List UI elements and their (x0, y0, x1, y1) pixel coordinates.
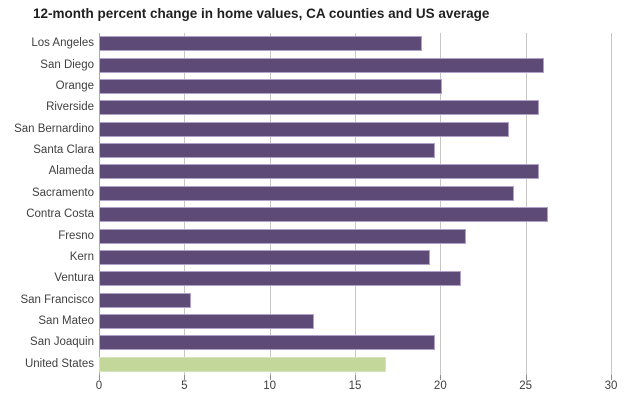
axis-tick-0 (99, 375, 100, 380)
category-label-san-bernardino: San Bernardino (14, 122, 94, 135)
bar-santa-clara (99, 143, 436, 159)
axis-tick-20 (440, 375, 442, 380)
bar-san-francisco (99, 292, 192, 308)
x-tick-label-10: 10 (263, 380, 277, 392)
gridline-0 (99, 33, 100, 375)
x-tick-label-20: 20 (433, 380, 447, 392)
bar-orange (99, 78, 443, 94)
x-tick-label-5: 5 (181, 380, 188, 392)
axis-tick-25 (525, 375, 527, 380)
bar-san-bernardino (99, 121, 509, 137)
gridline-30 (611, 33, 612, 375)
category-label-riverside: Riverside (46, 101, 94, 114)
category-label-santa-clara: Santa Clara (33, 144, 94, 157)
bar-united-states (99, 356, 386, 372)
x-tick-label-15: 15 (348, 380, 362, 392)
x-axis: 0 5 10 15 20 25 30 (95, 380, 618, 396)
category-label-sacramento: Sacramento (31, 186, 94, 199)
gridline-5 (184, 33, 186, 375)
chart-title: 12-month percent change in home values, … (33, 6, 490, 21)
bar-fresno (99, 228, 466, 244)
gridline-10 (269, 33, 271, 375)
category-label-san-diego: San Diego (40, 58, 94, 71)
bar-los-angeles (99, 36, 422, 52)
bar-san-diego (99, 57, 545, 73)
gridline-15 (355, 33, 356, 375)
category-label-orange: Orange (55, 79, 94, 92)
category-label-fresno: Fresno (58, 229, 94, 242)
bar-san-joaquin (99, 335, 436, 351)
bar-contra-costa (99, 207, 548, 223)
category-label-san-francisco: San Francisco (20, 293, 94, 306)
plot-area: Los Angeles San Diego Orange Riverside San B… (14, 33, 612, 380)
bar-kern (99, 249, 431, 265)
category-label-san-mateo: San Mateo (38, 315, 94, 328)
bar-alameda (99, 164, 540, 180)
category-label-san-joaquin: San Joaquin (30, 336, 94, 349)
x-tick-label-0: 0 (95, 380, 103, 392)
category-label-kern: Kern (69, 250, 94, 263)
bar-ventura (99, 271, 461, 287)
axis-tick-30 (611, 375, 612, 380)
category-label-ventura: Ventura (54, 272, 94, 285)
bar-riverside (99, 100, 540, 116)
category-label-united-states: United States (24, 357, 94, 370)
axis-tick-15 (355, 375, 356, 380)
bar-san-mateo (99, 314, 315, 330)
gridline-25 (525, 33, 527, 375)
bar-sacramento (99, 185, 514, 201)
category-label-contra-costa: Contra Costa (26, 208, 94, 221)
axis-tick-10 (269, 375, 271, 380)
x-tick-label-25: 25 (519, 380, 533, 392)
x-tick-label-30: 30 (604, 380, 618, 392)
category-label-alameda: Alameda (48, 165, 94, 178)
axis-tick-5 (184, 375, 186, 380)
category-label-los-angeles: Los Angeles (31, 37, 94, 50)
gridline-20 (440, 33, 442, 375)
